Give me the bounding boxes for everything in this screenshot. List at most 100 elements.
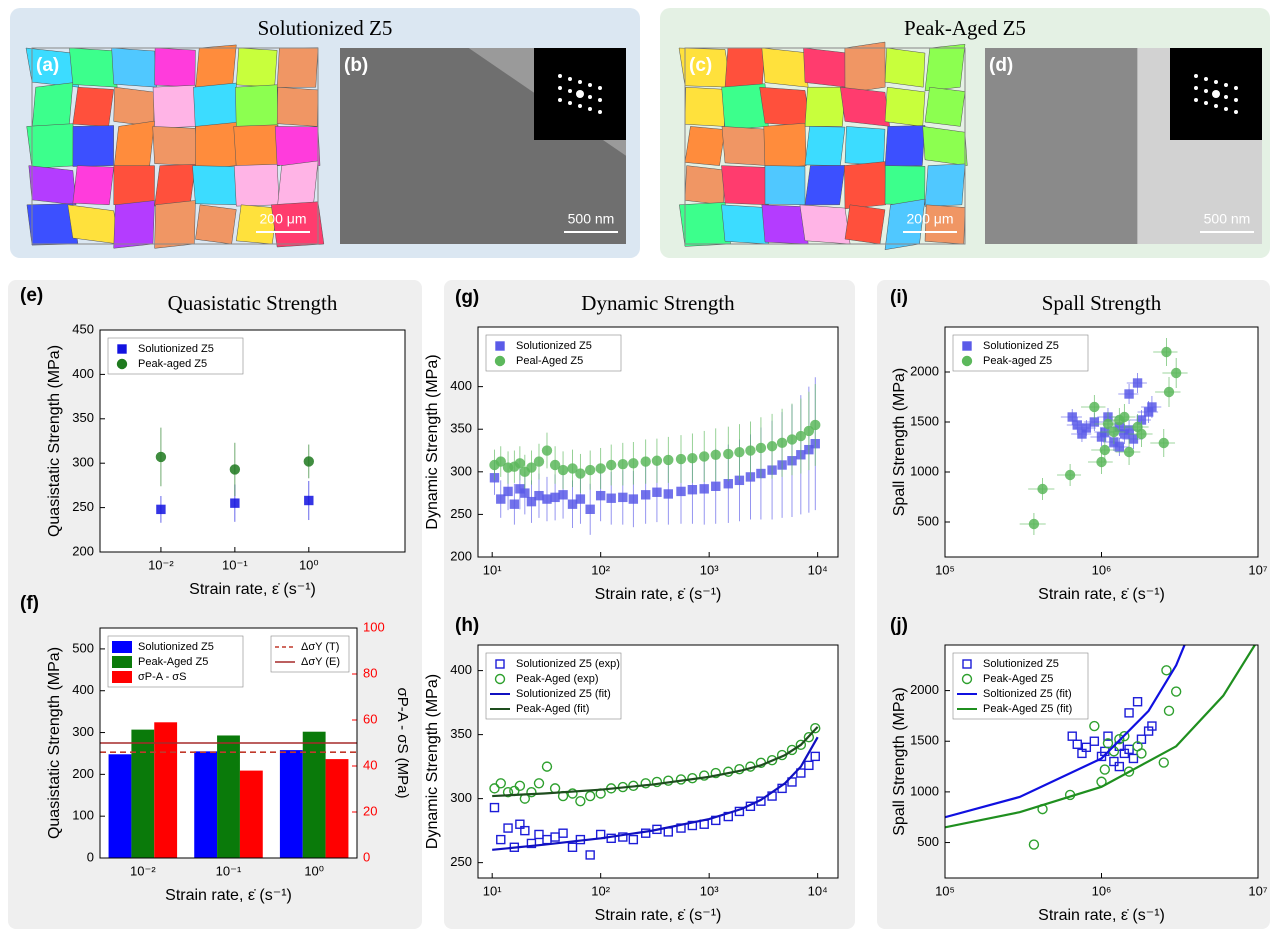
legend-label: Solutionized Z5 (exp)	[516, 658, 620, 670]
x-tick-label: 10⁷	[1248, 562, 1267, 577]
x-tick-label: 10⁵	[935, 562, 955, 577]
legend-label: Peak-aged Z5	[983, 355, 1052, 367]
grain	[114, 166, 155, 205]
legend-label: Peak-Aged (exp)	[516, 673, 599, 685]
point	[1134, 379, 1142, 387]
point	[1159, 439, 1168, 448]
diffraction-spot	[1234, 110, 1238, 114]
diffraction-spot	[1204, 89, 1208, 93]
diffraction-spot	[558, 74, 562, 78]
diffraction-spot	[1234, 86, 1238, 90]
y-tick-label: 100	[72, 808, 94, 823]
point	[1029, 520, 1038, 529]
point	[629, 459, 638, 468]
point	[1125, 390, 1133, 398]
grain	[800, 205, 850, 244]
grain	[722, 126, 768, 165]
bar	[217, 735, 240, 858]
point	[711, 450, 720, 459]
y-tick-label: 1000	[910, 463, 939, 478]
point	[551, 493, 559, 501]
legend-label: Solutionized Z5	[138, 343, 214, 355]
x-tick-label: 10⁶	[1092, 562, 1112, 577]
point	[688, 454, 697, 463]
y-tick-label: 2000	[910, 363, 939, 378]
diffraction-spot	[588, 83, 592, 87]
point	[724, 449, 733, 458]
grain	[721, 166, 768, 205]
point	[1125, 448, 1134, 457]
grain	[277, 48, 318, 88]
point	[664, 455, 673, 464]
bar	[280, 750, 303, 858]
x-tick-label: 10⁰	[299, 557, 319, 572]
x-axis-label: Strain rate, ε̇ (s⁻¹)	[595, 907, 722, 924]
x-tick-label: 10⁷	[1248, 883, 1267, 898]
point	[1090, 418, 1098, 426]
panel-label: (j)	[890, 615, 908, 636]
grain	[155, 48, 196, 87]
y-axis-label: Dynamic Strength (MPa)	[424, 354, 441, 529]
panel-label: (h)	[455, 615, 479, 636]
diffraction-spot	[1212, 90, 1220, 98]
point	[1115, 443, 1123, 451]
grain	[29, 166, 76, 205]
legend-label: Solutionized Z5	[983, 658, 1059, 670]
point	[1109, 428, 1118, 437]
point	[304, 457, 313, 466]
diffraction-spot	[598, 86, 602, 90]
bar	[303, 732, 326, 858]
y-tick-label: 300	[72, 724, 94, 739]
point	[1148, 403, 1156, 411]
point	[559, 491, 567, 499]
point	[576, 469, 585, 478]
diffraction-spot	[598, 110, 602, 114]
x-tick-label: 10³	[700, 562, 719, 577]
legend-swatch	[112, 656, 132, 668]
y-tick-label: 0	[87, 849, 94, 864]
point	[504, 487, 512, 495]
grain	[845, 42, 885, 93]
diffraction-spot	[558, 86, 562, 90]
grain	[765, 166, 805, 205]
x-axis-label: Strain rate, ε̇ (s⁻¹)	[1038, 586, 1165, 603]
grain	[234, 164, 279, 206]
legend-label: Peal-Aged Z5	[516, 355, 583, 367]
x-tick-label: 10¹	[483, 562, 502, 577]
x-tick-label: 10⁶	[1092, 883, 1112, 898]
diffraction-spot	[558, 98, 562, 102]
point	[1068, 413, 1076, 421]
grain	[845, 205, 885, 244]
point	[231, 499, 239, 507]
point	[230, 465, 239, 474]
point	[700, 452, 709, 461]
y-tick-label: 1500	[910, 413, 939, 428]
diffraction-spot	[1224, 83, 1228, 87]
point	[510, 500, 518, 508]
grain	[685, 166, 725, 205]
point	[700, 485, 708, 493]
point	[756, 443, 765, 452]
y2-tick-label: 20	[363, 803, 377, 818]
y-tick-label: 400	[450, 378, 472, 393]
point	[607, 494, 615, 502]
grain	[925, 87, 965, 126]
y-tick-label: 250	[450, 506, 472, 521]
legend-label: Solutionized Z5	[983, 340, 1059, 352]
bar	[326, 759, 349, 858]
legend-label: σP-A - σS	[138, 671, 186, 683]
grain	[277, 87, 318, 126]
point	[527, 498, 535, 506]
point	[676, 455, 685, 464]
bar	[240, 771, 263, 858]
point	[586, 505, 594, 513]
y-tick-label: 200	[72, 543, 94, 558]
grain	[235, 85, 278, 129]
diffraction-spot	[1214, 80, 1218, 84]
panel-title: Peak-Aged Z5	[904, 16, 1026, 40]
point	[712, 482, 720, 490]
point	[535, 492, 543, 500]
x-tick-label: 10⁻²	[148, 557, 174, 572]
grain	[236, 48, 277, 87]
y-axis-label: Quasistatic Strength (MPa)	[46, 647, 63, 839]
